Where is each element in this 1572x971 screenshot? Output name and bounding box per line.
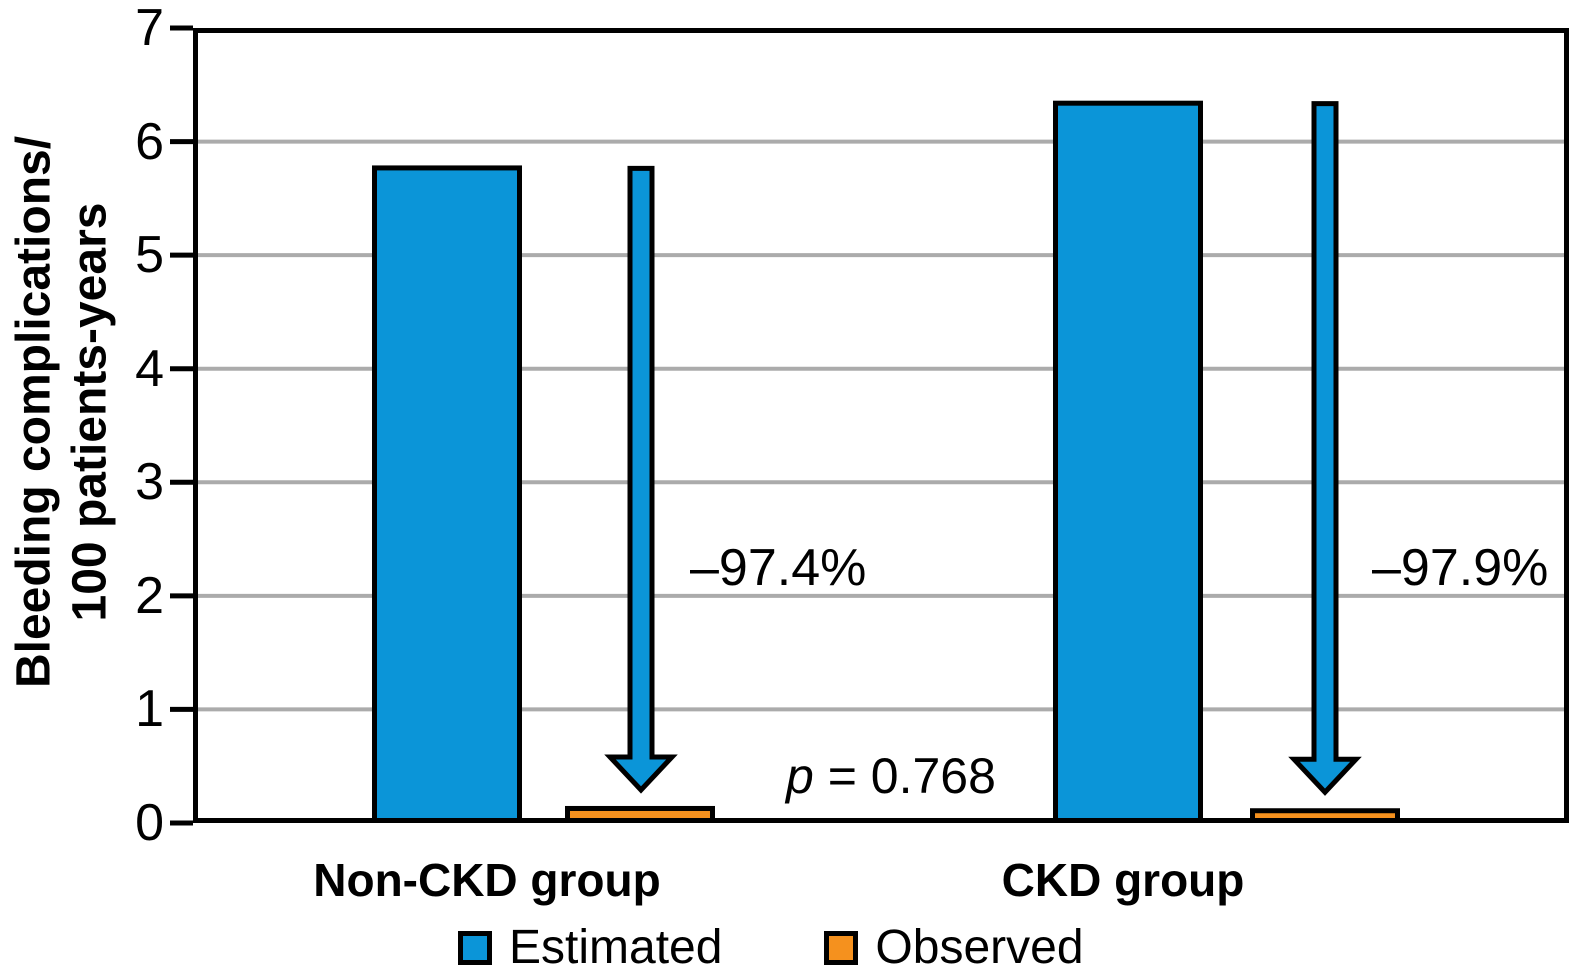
category-label-nonckd: Non-CKD group bbox=[313, 854, 661, 906]
bar-estimated-0 bbox=[372, 165, 522, 823]
y-tick-label-6: 6 bbox=[135, 112, 164, 171]
p-value-text: = 0.768 bbox=[813, 748, 996, 804]
reduction-annotation-nonckd: –97.4% bbox=[690, 539, 867, 597]
y-tick-label-0: 0 bbox=[135, 794, 164, 852]
reduction-arrow-0 bbox=[604, 165, 678, 794]
legend-item-estimated: Estimated bbox=[458, 921, 723, 971]
legend-item-observed: Observed bbox=[824, 921, 1084, 971]
plot-frame bbox=[193, 28, 1569, 823]
bar-estimated-1 bbox=[1053, 100, 1203, 823]
y-tick-label-3: 3 bbox=[135, 453, 164, 512]
y-tick-label-2: 2 bbox=[135, 566, 164, 625]
legend-swatch-observed bbox=[824, 931, 859, 965]
legend: Estimated Observed bbox=[458, 921, 1084, 971]
legend-swatch-estimated bbox=[458, 931, 492, 965]
category-label-ckd: CKD group bbox=[1001, 854, 1245, 906]
y-tick-label-5: 5 bbox=[135, 226, 164, 285]
y-tick-label-7: 7 bbox=[135, 0, 164, 57]
legend-label-observed: Observed bbox=[875, 921, 1084, 971]
reduction-annotation-ckd: –97.9% bbox=[1372, 539, 1549, 597]
p-symbol: p bbox=[786, 748, 814, 804]
y-tick-label-4: 4 bbox=[135, 339, 164, 398]
reduction-arrow-1 bbox=[1288, 101, 1362, 796]
p-value-annotation: p = 0.768 bbox=[786, 748, 996, 804]
y-tick-label-1: 1 bbox=[135, 680, 164, 739]
legend-label-estimated: Estimated bbox=[509, 921, 723, 971]
y-axis-title-line1: Bleeding complications/ bbox=[7, 135, 61, 689]
